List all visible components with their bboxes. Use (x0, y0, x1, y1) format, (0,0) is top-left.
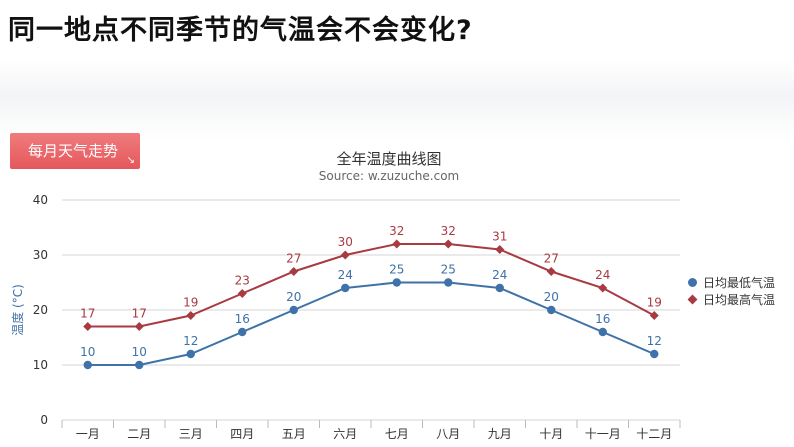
data-label-high: 24 (595, 268, 610, 282)
slide-title: 同一地点不同季节的气温会不会变化? (8, 15, 473, 46)
legend-label-low: 日均最低气温 (703, 276, 776, 290)
data-point-low (186, 349, 195, 359)
y-tick-label: 10 (33, 358, 48, 372)
data-point-high (495, 245, 505, 254)
data-point-high (340, 250, 350, 260)
series-line (87, 281, 655, 366)
data-point-high (598, 283, 608, 293)
monthly-weather-badge: 每月天气走势 ↘ (10, 133, 140, 169)
data-point-low (83, 360, 92, 370)
data-label-low: 20 (544, 290, 559, 304)
data-point-high (443, 239, 453, 249)
data-label-low: 12 (183, 334, 198, 348)
x-tick-label: 八月 (436, 427, 460, 441)
data-label-low: 10 (80, 345, 95, 359)
y-tick-label: 40 (33, 193, 48, 207)
data-point-high (649, 311, 659, 320)
data-label-high: 19 (183, 296, 198, 310)
x-tick-label: 三月 (179, 427, 203, 441)
x-tick-label: 十月 (539, 427, 563, 441)
data-label-high: 27 (544, 252, 559, 266)
data-point-high (186, 311, 196, 320)
data-point-low (135, 360, 144, 370)
data-label-high: 27 (286, 252, 301, 266)
x-tick-label: 十二月 (636, 427, 672, 441)
chart-legend: 日均最低气温 日均最高气温 (687, 274, 776, 308)
data-label-low: 10 (132, 345, 147, 359)
legend-marker-low (688, 278, 697, 287)
y-tick-label: 20 (33, 303, 48, 317)
badge-label: 每月天气走势 (28, 142, 119, 160)
data-point-high (237, 289, 247, 298)
x-tick-label: 一月 (76, 427, 100, 441)
y-tick-label: 0 (40, 413, 48, 427)
data-label-high: 17 (132, 307, 147, 321)
x-tick-label: 九月 (488, 427, 512, 441)
legend-label-high: 日均最高气温 (703, 293, 776, 307)
data-point-low (289, 305, 298, 315)
data-point-low (650, 349, 659, 359)
data-label-high: 17 (80, 307, 95, 321)
x-tick-label: 七月 (385, 427, 409, 441)
data-label-high: 32 (389, 224, 404, 238)
y-tick-label: 30 (33, 248, 48, 262)
chart-title: 全年温度曲线图 (336, 150, 441, 168)
data-label-high: 23 (235, 274, 250, 288)
data-label-high: 30 (338, 235, 353, 249)
data-label-low: 24 (492, 268, 507, 282)
data-point-low (598, 327, 607, 337)
data-label-high: 19 (647, 296, 662, 310)
data-label-low: 24 (338, 268, 353, 282)
legend-item-low[interactable]: 日均最低气温 (688, 274, 775, 291)
data-point-low (238, 327, 247, 337)
x-tick-label: 二月 (127, 427, 151, 441)
data-label-low: 16 (235, 312, 250, 326)
decorative-background-band (0, 60, 794, 140)
data-label-high: 31 (492, 230, 507, 244)
data-point-high (289, 267, 299, 276)
data-point-low (547, 305, 556, 315)
data-label-low: 20 (286, 290, 301, 304)
series-line (87, 243, 655, 328)
data-label-high: 32 (441, 224, 456, 238)
legend-item-high[interactable]: 日均最高气温 (687, 291, 776, 308)
x-tick-label: 五月 (282, 427, 306, 441)
x-tick-label: 六月 (333, 427, 357, 441)
legend-marker-high (687, 294, 698, 305)
data-point-high (83, 322, 93, 331)
x-tick-label: 十一月 (585, 427, 621, 441)
data-label-low: 25 (389, 263, 404, 277)
data-label-low: 16 (595, 312, 610, 326)
data-point-high (134, 322, 144, 331)
data-point-low (495, 283, 504, 293)
arrow-down-right-icon: ↘ (126, 155, 135, 166)
data-point-low (444, 278, 453, 287)
data-label-low: 25 (441, 263, 456, 277)
data-point-low (341, 283, 350, 293)
x-tick-label: 四月 (230, 427, 254, 441)
y-axis-label: 温度 (°C) (10, 284, 25, 336)
data-point-low (392, 278, 401, 287)
data-point-high (392, 239, 402, 249)
data-label-low: 12 (647, 334, 662, 348)
data-point-high (546, 267, 556, 276)
chart-subtitle: Source: w.zuzuche.com (319, 169, 459, 183)
